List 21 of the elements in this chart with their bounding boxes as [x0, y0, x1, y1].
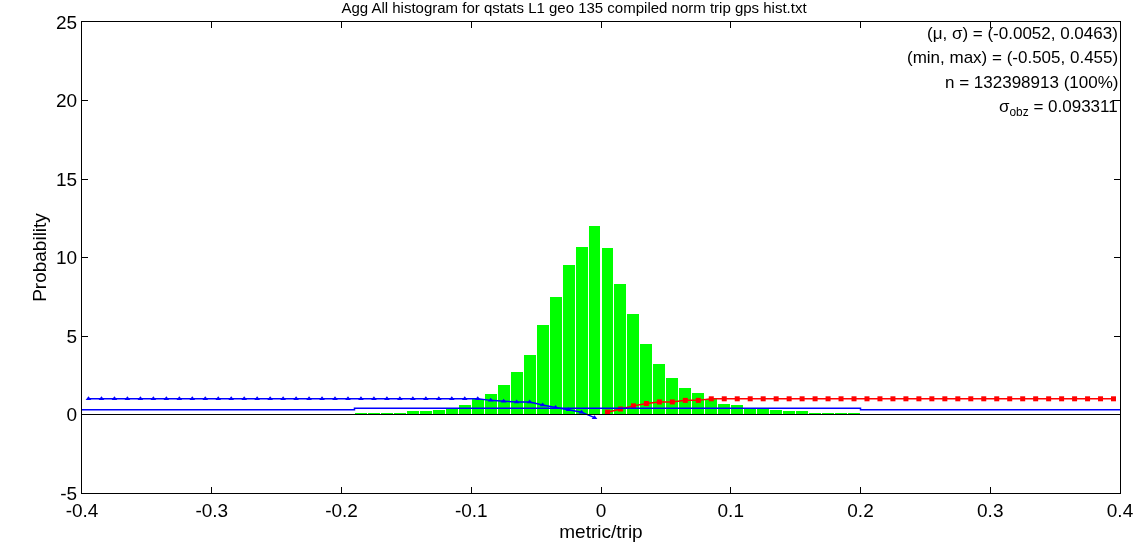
annotation: σ$_{obz}$ = 0.093311 [999, 97, 1118, 119]
chart-title: Agg All histogram for qstats L1 geo 135 compiled norm trip gps hist.txt [341, 0, 808, 17]
y-tick-label: 20 [56, 90, 78, 112]
x-tick-label: -0.2 [325, 499, 358, 521]
annotation: (min, max) = (-0.505, 0.455) [907, 48, 1119, 67]
y-tick-label: 0 [66, 404, 78, 426]
y-tick-label: 10 [56, 247, 78, 269]
x-axis-title: metric/trip [559, 520, 643, 542]
y-tick-label: 5 [66, 325, 78, 347]
y-tick-label: 25 [56, 11, 78, 33]
y-tick-label: 15 [56, 168, 78, 190]
x-tick-label: 0.3 [977, 499, 1004, 521]
annotation: n = 132398913 (100%) [945, 73, 1119, 92]
x-tick-label: 0.1 [717, 499, 744, 521]
x-tick-label: -0.3 [195, 499, 229, 521]
x-tick-label: 0 [595, 499, 607, 521]
x-tick-label: 0.4 [1106, 499, 1134, 521]
y-axis-title: Probability [28, 212, 50, 302]
x-tick-label: 0.2 [847, 499, 874, 521]
annotation: (μ, σ) = (-0.0052, 0.0463) [927, 24, 1118, 43]
x-tick-label: -0.1 [454, 499, 488, 521]
